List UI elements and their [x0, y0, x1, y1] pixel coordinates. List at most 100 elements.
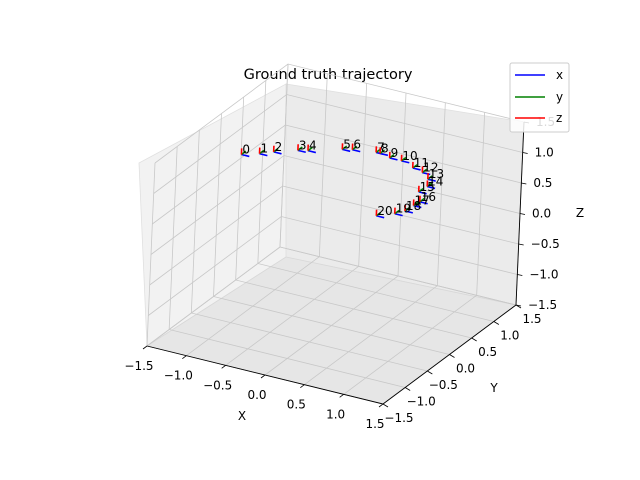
x-tick-label: −0.5: [203, 378, 232, 392]
x-tick-label: 1.0: [326, 407, 345, 421]
x-tick: [260, 374, 266, 379]
pose-x-axis: [342, 148, 351, 153]
pose-frame: 8: [379, 141, 389, 157]
y-tick-label: −1.0: [407, 395, 436, 409]
pose-x-axis: [241, 153, 250, 158]
pose-frame: 1: [258, 142, 269, 157]
pose-frame: 11: [411, 156, 429, 171]
pose-frame: 3: [297, 138, 307, 154]
z-gridline: [148, 216, 518, 316]
z-tick-label: 0.5: [533, 176, 552, 190]
pose-frame: 15: [417, 180, 435, 195]
3d-axes: −1.5−1.0−0.50.00.51.01.5 −1.5−1.0−0.50.00…: [124, 63, 584, 431]
y-tick: [404, 387, 411, 391]
pose-frame: 5: [341, 137, 351, 153]
pose-frame: 18: [404, 199, 421, 214]
pose-label: 11: [414, 156, 429, 170]
x-tick: [182, 355, 187, 359]
y-tick-label: 1.0: [500, 329, 519, 343]
y-tick: [471, 337, 477, 342]
z-tick: [521, 182, 527, 185]
y-tick-label: 1.5: [522, 312, 541, 326]
pose-x-axis: [273, 151, 282, 155]
pose-label: 15: [420, 180, 435, 194]
pose-x-axis: [418, 191, 427, 195]
y-axis-label: Y: [489, 381, 498, 395]
pose-x-axis: [401, 160, 410, 164]
pose-frame: 6: [351, 138, 361, 153]
y-tick: [382, 403, 389, 408]
pose-frame: 0: [240, 143, 250, 158]
z-tick: [517, 274, 523, 276]
pose-x-axis: [404, 210, 414, 214]
x-tick-label: 1.5: [365, 417, 384, 431]
pose-label: 9: [391, 146, 399, 160]
z-gridline: [152, 124, 522, 225]
pose-frame: 4: [307, 139, 317, 154]
x-tick: [221, 365, 226, 369]
pose-label: 20: [377, 204, 392, 218]
legend-x-label: x: [556, 68, 563, 82]
pose-frame: 12: [421, 161, 439, 176]
z-gridline: [146, 246, 517, 347]
pose-x-axis: [259, 152, 268, 157]
pose-frame: 16: [418, 190, 436, 205]
z-gridline: [149, 185, 519, 286]
pose-label: 18: [406, 199, 421, 213]
pose-label: 3: [299, 138, 307, 152]
y-tick: [449, 354, 455, 358]
pose-x-axis: [419, 201, 428, 205]
z-tick: [515, 304, 522, 307]
z-gridline: [153, 94, 523, 194]
pose-x-axis: [376, 214, 385, 219]
pose-label: 4: [309, 139, 317, 153]
pose-frame: 2: [272, 140, 283, 155]
z-tick-label: 1.0: [535, 146, 554, 160]
x-tick: [378, 403, 384, 408]
y-tick-label: 0.0: [456, 362, 475, 376]
pose-x-axis: [389, 157, 398, 161]
x-tick-label: 0.0: [247, 388, 266, 402]
pose-label: 5: [343, 137, 351, 151]
x-tick-label: −1.5: [124, 359, 153, 373]
x-tick-label: −1.0: [164, 369, 193, 383]
x-tick: [339, 394, 344, 398]
pose-frame: 19: [393, 202, 411, 217]
pose-label: 12: [423, 161, 438, 175]
pose-label: 16: [421, 190, 436, 204]
pose-label: 19: [396, 202, 411, 216]
z-gridline: [154, 63, 525, 164]
z-tick: [522, 152, 528, 154]
pose-x-axis: [412, 167, 421, 171]
pose-x-axis: [307, 149, 317, 154]
y-tick: [493, 321, 500, 325]
z-axis-label: Z: [576, 206, 584, 220]
pose-x-axis: [426, 185, 436, 190]
legend-y-label: y: [556, 90, 563, 104]
x-tick: [142, 345, 148, 350]
pose-label: 0: [242, 143, 250, 157]
chart-title: Ground truth trajectory: [244, 67, 413, 83]
tick-marks: [142, 121, 530, 408]
pose-x-axis: [394, 212, 403, 217]
pose-x-axis: [413, 204, 422, 209]
x-tick: [300, 384, 305, 388]
y-tick-label: −1.5: [384, 411, 413, 425]
pose-frame: 10: [400, 149, 418, 164]
pose-frame: 17: [412, 194, 430, 209]
x-tick-label: 0.5: [287, 398, 306, 412]
pose-label: 2: [275, 140, 283, 154]
pose-label: 10: [402, 149, 417, 163]
z-tick-label: −0.5: [531, 237, 560, 251]
legend-z-label: z: [556, 111, 562, 125]
gridlines: [146, 63, 525, 405]
pose-frame: 9: [388, 146, 399, 161]
z-tick: [519, 213, 526, 215]
pose-label: 14: [428, 175, 443, 189]
y-tick-label: 0.5: [478, 345, 497, 359]
pose-frame: 14: [426, 175, 443, 190]
pose-label: 1: [261, 142, 269, 156]
pose-x-axis: [352, 148, 361, 153]
y-tick: [427, 370, 433, 375]
